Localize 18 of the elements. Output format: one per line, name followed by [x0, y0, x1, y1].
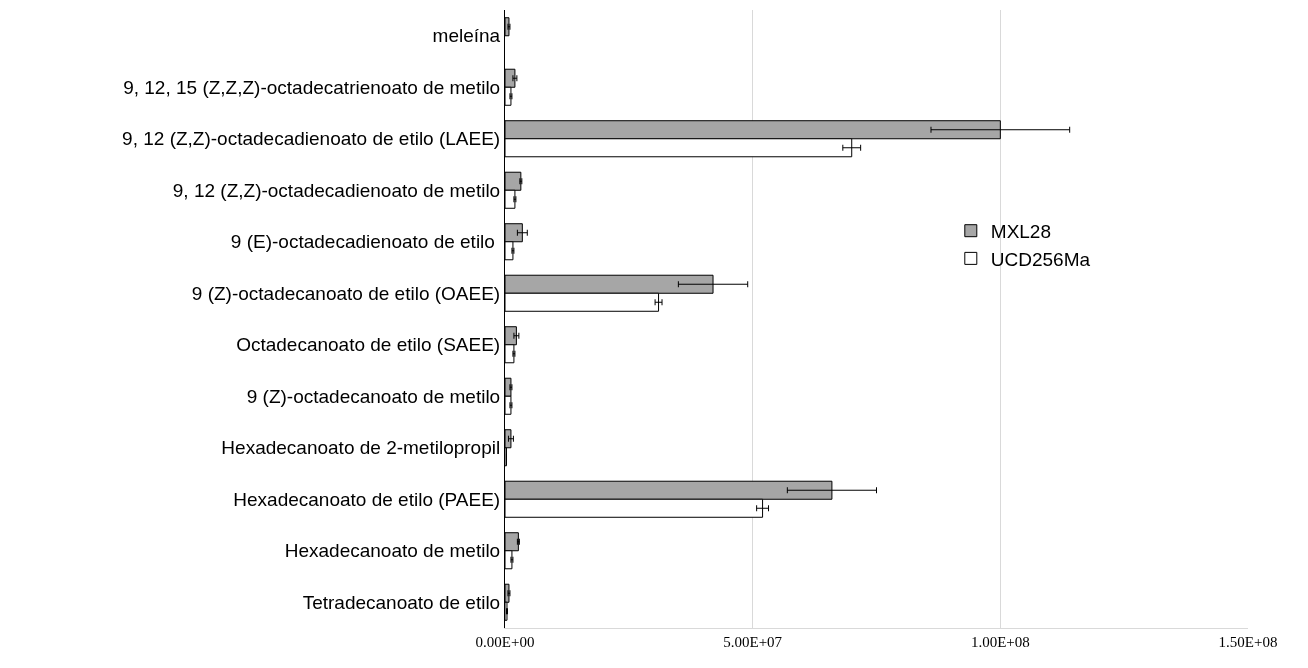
- y-tick-label: 9, 12, 15 (Z,Z,Z)-octadecatrienoato de metilo: [123, 76, 501, 98]
- x-tick-label: 1.00E+08: [970, 634, 1030, 650]
- y-tick-label: Hexadecanoato de 2-metilopropil: [221, 437, 501, 459]
- y-tick-label: 9 (Z)-octadecanoato de etilo (OAEE): [191, 282, 501, 304]
- y-tick-label: Hexadecanoato de metilo: [284, 540, 501, 562]
- legend-label: UCD256Ma: [990, 248, 1091, 270]
- y-tick-label: Octadecanoato de etilo (SAEE): [236, 334, 501, 356]
- x-tick-label: 1.50E+08: [1218, 634, 1278, 650]
- legend-label: MXL28: [990, 221, 1051, 243]
- y-tick-label: Tetradecanoato de etilo: [302, 591, 501, 613]
- y-tick-label: 9, 12 (Z,Z)-octadecadienoato de etilo (LAEE): [122, 128, 501, 150]
- x-tick-label: 0.00E+00: [475, 634, 535, 650]
- y-tick-label: meleína: [432, 25, 501, 47]
- y-tick-label: 9, 12 (Z,Z)-octadecadienoato de metilo: [172, 179, 501, 201]
- y-tick-label: 9 (E)-octadecadienoato de etilo: [230, 231, 501, 253]
- y-tick-label: Hexadecanoato de etilo (PAEE): [233, 488, 501, 510]
- x-tick-label: 5.00E+07: [723, 634, 783, 650]
- y-tick-label: 9 (Z)-octadecanoato de metilo: [246, 385, 501, 407]
